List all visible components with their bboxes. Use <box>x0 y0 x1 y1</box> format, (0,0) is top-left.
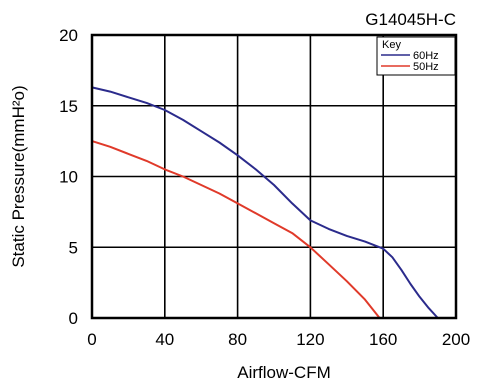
legend-box <box>376 36 456 76</box>
y-tick-label: 20 <box>59 26 78 45</box>
grid <box>92 35 456 318</box>
x-tick-label: 40 <box>155 330 174 349</box>
x-tick-label: 120 <box>296 330 324 349</box>
y-axis-title: Static Pressure(mmH²o) <box>9 85 28 267</box>
x-tick-label: 200 <box>442 330 470 349</box>
chart-title: G14045H-C <box>365 10 456 29</box>
x-axis-ticks: 0 40 80 120 160 200 <box>87 330 470 349</box>
x-tick-label: 80 <box>228 330 247 349</box>
plot-frame <box>90 33 458 320</box>
y-tick-label: 0 <box>69 309 78 328</box>
y-tick-label: 5 <box>69 238 78 257</box>
legend-label-50hz: 50Hz <box>413 61 439 73</box>
y-tick-label: 15 <box>59 97 78 116</box>
series-line-60hz <box>91 86 439 319</box>
legend-label-60hz: 60Hz <box>413 50 439 62</box>
y-tick-label: 10 <box>59 168 78 187</box>
x-tick-label: 0 <box>87 330 96 349</box>
series-layer <box>91 86 439 319</box>
x-axis-title: Airflow-CFM <box>237 363 331 382</box>
legend-title: Key <box>382 39 401 51</box>
series-line-50hz <box>91 140 381 319</box>
y-axis-ticks: 0 5 10 15 20 <box>59 26 78 328</box>
x-tick-label: 160 <box>369 330 397 349</box>
